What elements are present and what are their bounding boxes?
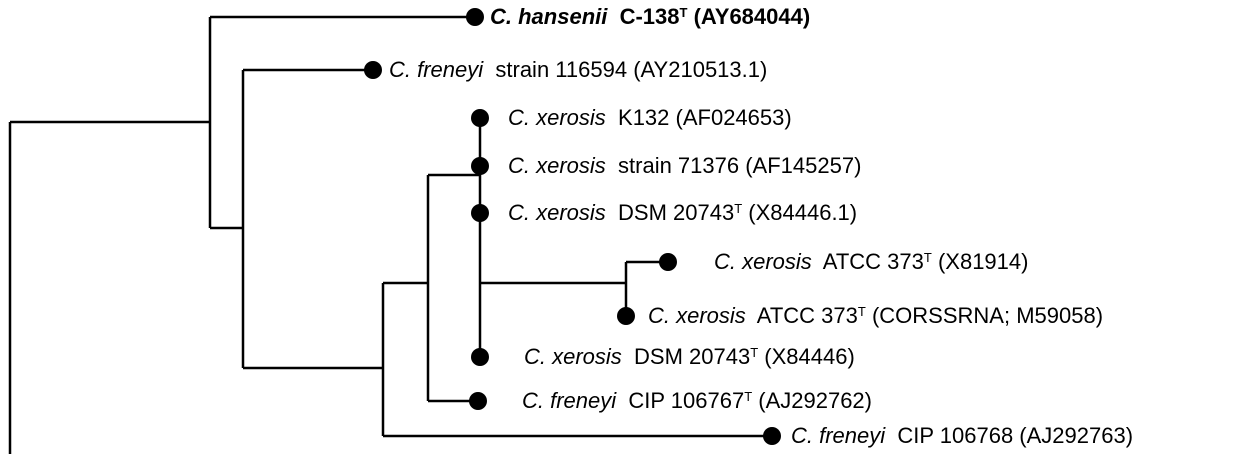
tip-node bbox=[471, 157, 489, 175]
taxon-label: C. freneyi strain 116594 (AY210513.1) bbox=[389, 57, 767, 83]
taxon-accession: (X81914) bbox=[931, 249, 1029, 274]
taxon-accession: (AF024653) bbox=[669, 105, 792, 130]
taxon-species-name: C. freneyi bbox=[522, 388, 617, 413]
taxon-accession: (X84446.1) bbox=[742, 200, 858, 225]
taxon-accession: (CORSSRNA; M59058) bbox=[865, 303, 1104, 328]
tip-node bbox=[471, 348, 489, 366]
taxon-species-name: C. freneyi bbox=[389, 57, 484, 82]
type-strain-marker: T bbox=[857, 304, 866, 319]
taxon-label: C. xerosis DSM 20743T (X84446.1) bbox=[508, 200, 857, 226]
taxon-species-name: C. hansenii bbox=[490, 4, 608, 29]
taxon-strain: strain 116594 bbox=[483, 57, 628, 82]
taxon-accession: (AJ292762) bbox=[752, 388, 872, 413]
taxon-accession: (AJ292763) bbox=[1013, 423, 1134, 448]
taxon-strain: CIP 106767 bbox=[616, 388, 745, 413]
taxon-label: C. xerosis ATCC 373T (X81914) bbox=[714, 249, 1028, 275]
taxon-label: C. xerosis strain 71376 (AF145257) bbox=[508, 153, 861, 179]
taxon-strain: CIP 106768 bbox=[885, 423, 1014, 448]
taxon-strain: C-138 bbox=[607, 4, 680, 29]
tip-node bbox=[617, 307, 635, 325]
taxon-strain: strain 71376 bbox=[605, 153, 740, 178]
type-strain-marker: T bbox=[734, 201, 743, 216]
taxon-label: C. hansenii C-138T (AY684044) bbox=[490, 4, 810, 30]
taxon-species-name: C. xerosis bbox=[508, 105, 606, 130]
type-strain-marker: T bbox=[923, 250, 932, 265]
taxon-accession: (AY684044) bbox=[687, 4, 811, 29]
taxon-accession: (AY210513.1) bbox=[627, 57, 768, 82]
tip-node bbox=[763, 427, 781, 445]
taxon-strain: ATCC 373 bbox=[745, 303, 858, 328]
taxon-strain: DSM 20743 bbox=[621, 344, 751, 369]
taxon-accession: (AF145257) bbox=[739, 153, 862, 178]
tip-node bbox=[364, 61, 382, 79]
taxon-species-name: C. freneyi bbox=[791, 423, 886, 448]
taxon-species-name: C. xerosis bbox=[648, 303, 746, 328]
tip-node bbox=[466, 8, 484, 26]
taxon-strain: ATCC 373 bbox=[811, 249, 924, 274]
taxon-strain: DSM 20743 bbox=[605, 200, 735, 225]
type-strain-marker: T bbox=[744, 389, 753, 404]
taxon-label: C. freneyi CIP 106767T (AJ292762) bbox=[522, 388, 872, 414]
taxon-strain: K132 bbox=[605, 105, 670, 130]
tip-node bbox=[659, 253, 677, 271]
taxon-species-name: C. xerosis bbox=[508, 153, 606, 178]
taxon-label: C. xerosis K132 (AF024653) bbox=[508, 105, 792, 131]
taxon-species-name: C. xerosis bbox=[524, 344, 622, 369]
tip-node bbox=[471, 204, 489, 222]
tree-tip-nodes bbox=[364, 8, 781, 445]
taxon-label: C. freneyi CIP 106768 (AJ292763) bbox=[791, 423, 1133, 449]
taxon-species-name: C. xerosis bbox=[714, 249, 812, 274]
taxon-label: C. xerosis DSM 20743T (X84446) bbox=[524, 344, 855, 370]
tip-node bbox=[469, 392, 487, 410]
taxon-accession: (X84446) bbox=[758, 344, 855, 369]
type-strain-marker: T bbox=[679, 5, 688, 20]
taxon-label: C. xerosis ATCC 373T (CORSSRNA; M59058) bbox=[648, 303, 1103, 329]
taxon-species-name: C. xerosis bbox=[508, 200, 606, 225]
tip-node bbox=[471, 109, 489, 127]
type-strain-marker: T bbox=[750, 345, 759, 360]
